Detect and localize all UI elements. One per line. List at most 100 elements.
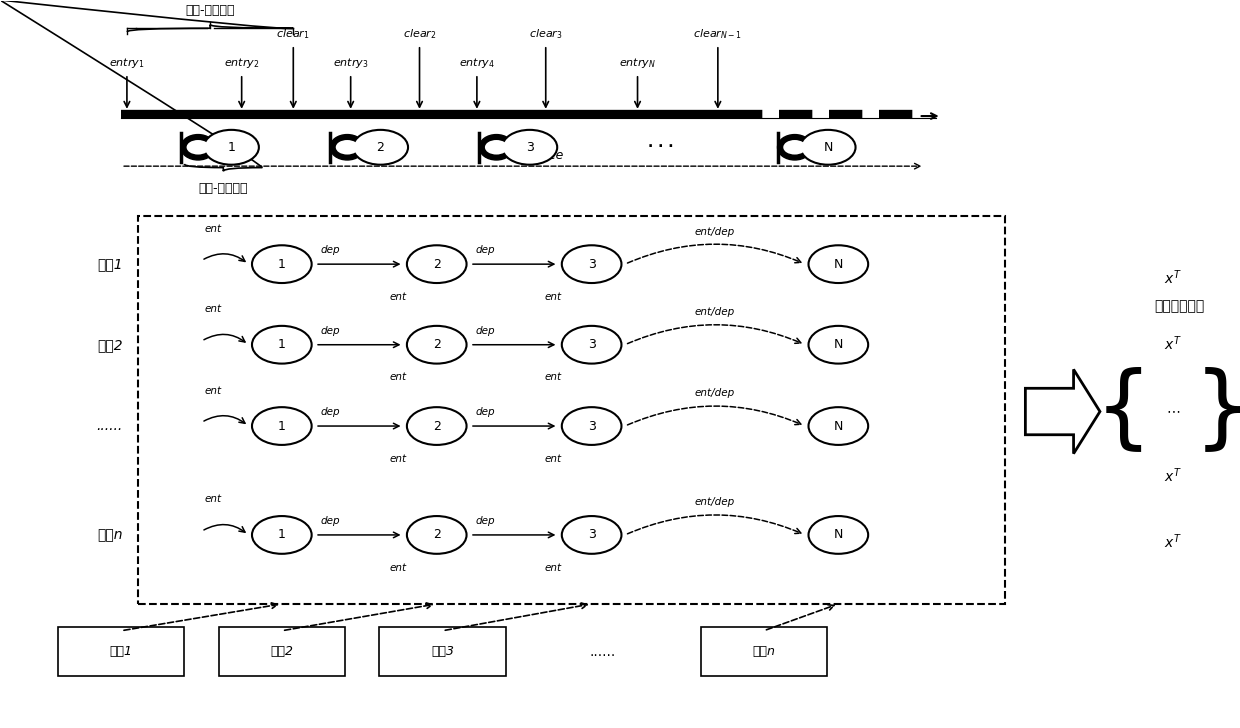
Text: 2: 2 [433, 529, 440, 542]
Text: }: } [1194, 365, 1240, 454]
Text: 3: 3 [526, 141, 533, 154]
Text: $clear_3$: $clear_3$ [529, 28, 563, 41]
Text: 2: 2 [377, 141, 384, 154]
Text: dep: dep [321, 516, 341, 526]
Text: ent: ent [205, 494, 222, 505]
Circle shape [808, 516, 868, 554]
Circle shape [562, 326, 621, 363]
Circle shape [407, 245, 466, 283]
Text: ent: ent [389, 563, 407, 572]
Circle shape [562, 407, 621, 445]
Text: 列车n: 列车n [97, 528, 123, 542]
Text: $entry_3$: $entry_3$ [332, 55, 368, 70]
Text: {: { [1094, 365, 1152, 454]
Text: $entry_2$: $entry_2$ [224, 55, 259, 70]
Text: $x^T$: $x^T$ [1164, 334, 1182, 353]
Text: 3: 3 [588, 258, 595, 271]
Ellipse shape [479, 135, 513, 160]
Text: N: N [833, 529, 843, 542]
Text: 列车1: 列车1 [97, 257, 123, 271]
Text: 特征1: 特征1 [109, 645, 133, 658]
Text: $\cdots$: $\cdots$ [1167, 403, 1180, 416]
Text: 2: 2 [433, 419, 440, 432]
Text: N: N [833, 419, 843, 432]
Text: 特征2: 特征2 [270, 645, 294, 658]
Text: ent: ent [205, 386, 222, 395]
Text: 运行场景向量: 运行场景向量 [1154, 299, 1204, 313]
Text: $entry_1$: $entry_1$ [109, 55, 145, 70]
Text: $x^T$: $x^T$ [1164, 533, 1182, 552]
Text: $clear_2$: $clear_2$ [403, 28, 436, 41]
Circle shape [801, 130, 856, 165]
Circle shape [252, 407, 311, 445]
Circle shape [784, 140, 806, 154]
Text: dep: dep [321, 245, 341, 256]
Text: ent/dep: ent/dep [694, 497, 735, 507]
Circle shape [252, 326, 311, 363]
Text: $clear_{N-1}$: $clear_{N-1}$ [693, 28, 743, 41]
Text: N: N [833, 339, 843, 351]
Circle shape [203, 130, 259, 165]
Text: $entry_N$: $entry_N$ [619, 55, 656, 70]
Text: $x^T$: $x^T$ [1164, 467, 1182, 486]
Polygon shape [1025, 369, 1100, 454]
Circle shape [407, 407, 466, 445]
Text: 3: 3 [588, 529, 595, 542]
Text: $clear_1$: $clear_1$ [277, 28, 310, 41]
Text: ent: ent [389, 372, 407, 382]
Text: 占用-离开时间: 占用-离开时间 [198, 182, 248, 195]
Circle shape [562, 516, 621, 554]
Text: 2: 2 [433, 339, 440, 351]
Circle shape [186, 140, 210, 154]
Text: 1: 1 [278, 529, 285, 542]
Text: 列车2: 列车2 [97, 338, 123, 352]
Circle shape [502, 130, 557, 165]
Text: ent: ent [544, 292, 562, 301]
Text: 1: 1 [278, 258, 285, 271]
Text: 特征n: 特征n [753, 645, 775, 658]
Circle shape [808, 407, 868, 445]
Text: time-space: time-space [494, 149, 563, 162]
Text: ent: ent [389, 292, 407, 301]
Text: dep: dep [476, 408, 495, 417]
Text: N: N [823, 141, 833, 154]
Ellipse shape [330, 135, 365, 160]
Text: $entry_4$: $entry_4$ [459, 55, 495, 70]
Text: ent: ent [544, 563, 562, 572]
Ellipse shape [181, 135, 216, 160]
Text: ent/dep: ent/dep [694, 226, 735, 237]
Text: dep: dep [321, 408, 341, 417]
Text: 1: 1 [278, 339, 285, 351]
Text: N: N [833, 258, 843, 271]
Text: ent: ent [544, 372, 562, 382]
Circle shape [808, 245, 868, 283]
Text: dep: dep [476, 245, 495, 256]
Text: $x^T$: $x^T$ [1164, 268, 1182, 287]
Text: 特征3: 特征3 [432, 645, 454, 658]
Circle shape [252, 245, 311, 283]
Text: · · ·: · · · [647, 141, 673, 154]
Ellipse shape [777, 135, 812, 160]
Text: 1: 1 [227, 141, 236, 154]
Text: dep: dep [476, 516, 495, 526]
Circle shape [252, 516, 311, 554]
Circle shape [808, 326, 868, 363]
Circle shape [407, 516, 466, 554]
Text: ent: ent [205, 223, 222, 234]
Text: ent/dep: ent/dep [694, 307, 735, 317]
Text: ......: ...... [97, 419, 123, 433]
Circle shape [562, 245, 621, 283]
Circle shape [336, 140, 358, 154]
Text: 3: 3 [588, 419, 595, 432]
Text: 1: 1 [278, 419, 285, 432]
Text: ent: ent [205, 304, 222, 314]
Text: 2: 2 [433, 258, 440, 271]
Text: ......: ...... [590, 645, 616, 659]
Circle shape [353, 130, 408, 165]
Circle shape [485, 140, 508, 154]
Text: 3: 3 [588, 339, 595, 351]
Text: 占用-出清时间: 占用-出清时间 [185, 4, 234, 17]
Text: ent: ent [389, 454, 407, 464]
Text: dep: dep [476, 326, 495, 336]
Text: ent: ent [544, 454, 562, 464]
